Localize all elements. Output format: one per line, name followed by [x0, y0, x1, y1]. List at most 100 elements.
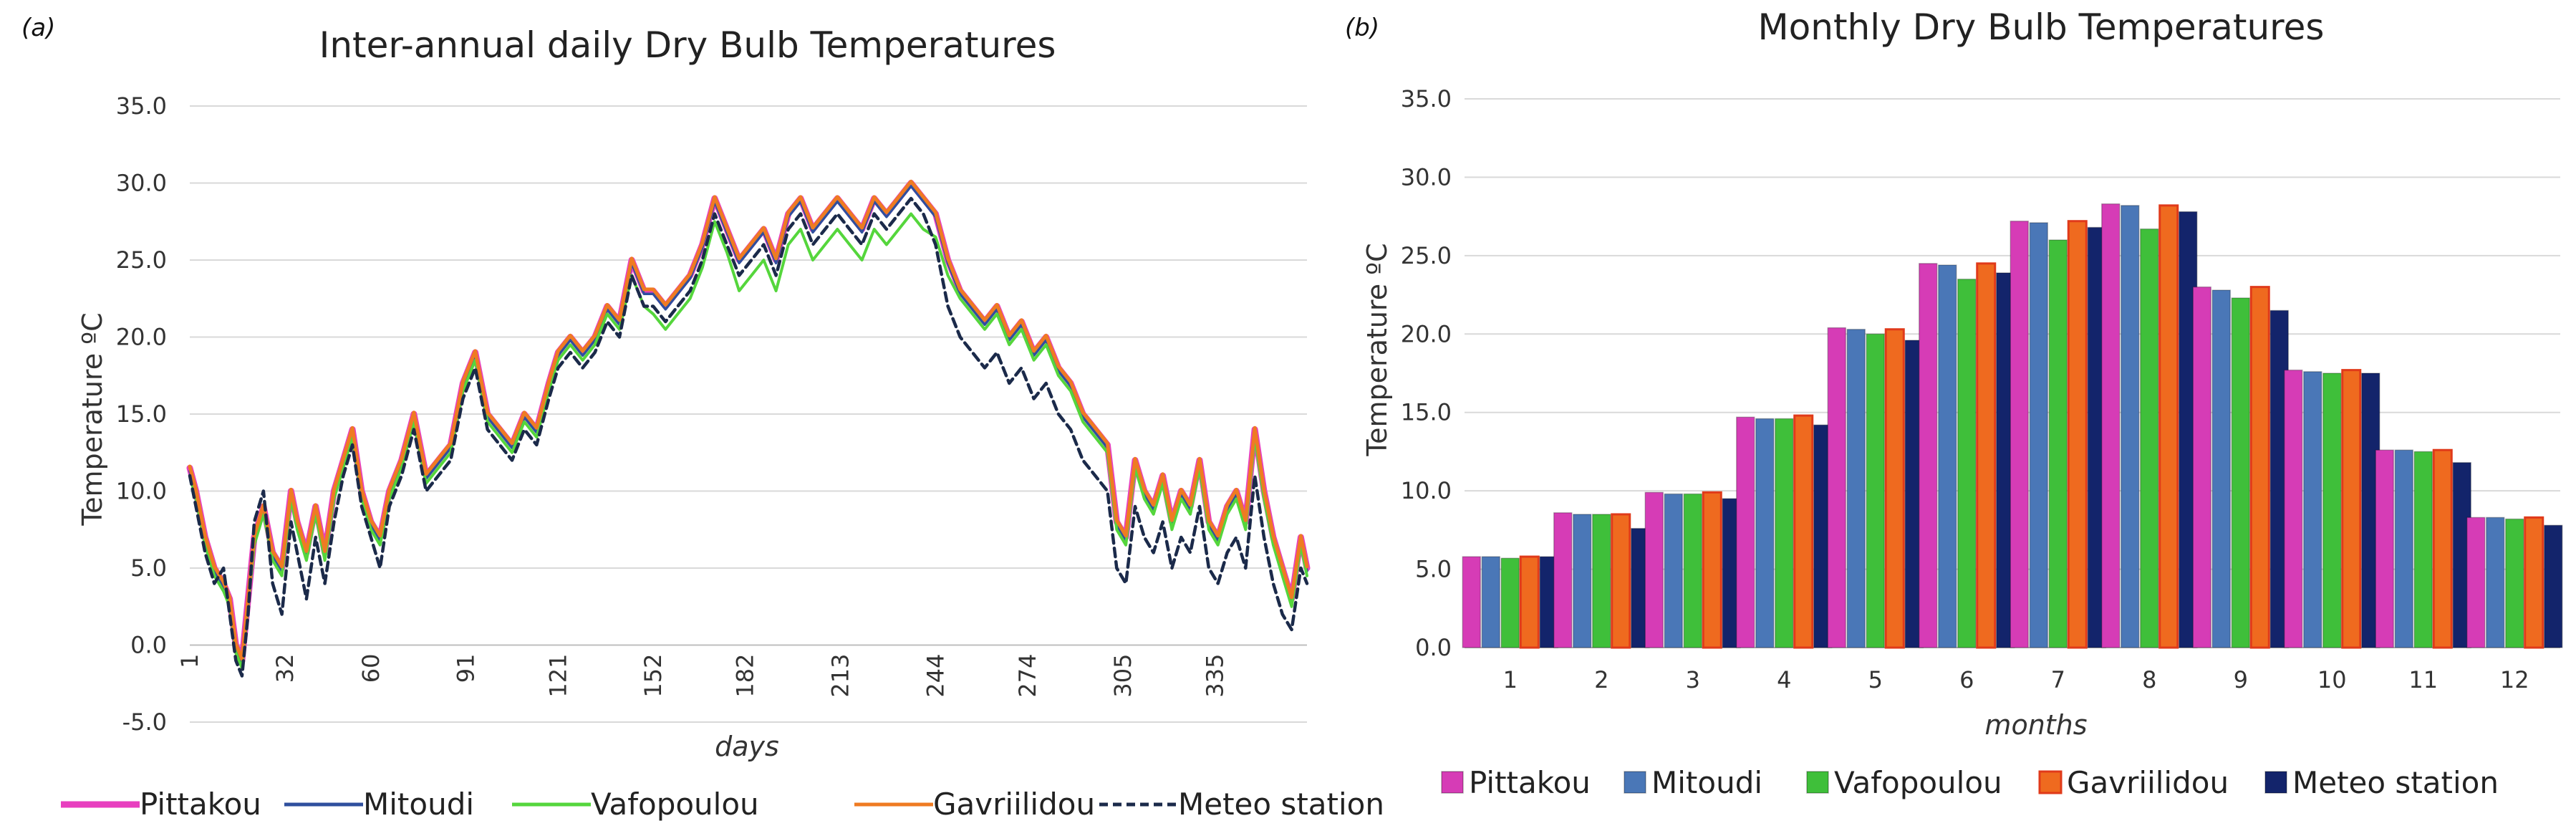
bar-pittakou-month-9 — [2192, 286, 2211, 648]
bar-pittakou-month-11 — [2375, 449, 2394, 648]
bar-vafopoulou-month-5 — [1866, 333, 1885, 648]
bar-pittakou-month-8 — [2101, 203, 2121, 648]
bar-mitoudi-month-5 — [1846, 328, 1866, 648]
bar-mitoudi-month-1 — [1481, 556, 1500, 648]
x-tick-label: 9 — [2234, 666, 2248, 693]
legend-label: Meteo station — [1178, 787, 1384, 822]
legend-item-vafopoulou: Vafopoulou — [1806, 765, 2002, 800]
x-tick-label: 7 — [2051, 666, 2065, 693]
bar-gavriilidou-month-9 — [2249, 286, 2270, 649]
legend-item-pittakou: Pittakou — [61, 787, 261, 822]
x-tick-label: 32 — [271, 654, 299, 683]
y-tick-label: 10.0 — [1401, 477, 1452, 504]
bar-gavriilidou-month-3 — [1702, 491, 1722, 649]
legend-item-mitoudi: Mitoudi — [1624, 765, 1762, 800]
panel-b-y-axis-label: Temperature ºC — [1361, 243, 1393, 456]
series-line-gavriilidou — [188, 179, 1309, 661]
bar-gavriilidou-month-12 — [2524, 516, 2544, 649]
panel-a-x-ticks: 1 32 60 91 121 152 182 213 244 274 305 335 — [176, 654, 1228, 698]
x-tick-label: 6 — [1959, 666, 1974, 693]
bar-vafopoulou-month-3 — [1683, 493, 1702, 648]
bar-pittakou-month-10 — [2284, 369, 2303, 648]
legend-label: Vafopoulou — [591, 787, 759, 822]
panel-a-tag: (a) — [21, 14, 55, 42]
series-line-pittakou — [186, 180, 1311, 664]
x-tick-label: 305 — [1109, 654, 1137, 698]
x-tick-label: 2 — [1594, 666, 1608, 693]
x-tick-label: 10 — [2317, 666, 2347, 693]
legend-swatch — [2264, 771, 2287, 794]
legend-item-gavriilidou: Gavriilidou — [854, 787, 1095, 822]
x-tick-label: 335 — [1201, 654, 1228, 698]
panel-a-line-chart: (a) Inter-annual daily Dry Bulb Temperat… — [21, 14, 1384, 822]
x-tick-label: 60 — [357, 654, 385, 683]
x-tick-label: 274 — [1014, 654, 1041, 698]
bar-mitoudi-month-6 — [1938, 264, 1957, 648]
bar-vafopoulou-month-8 — [2140, 228, 2159, 648]
x-tick-label: 121 — [544, 654, 571, 698]
bar-vafopoulou-month-2 — [1592, 514, 1611, 648]
bar-gavriilidou-month-4 — [1793, 414, 1814, 649]
x-tick-label: 152 — [640, 654, 667, 698]
legend-item-pittakou: Pittakou — [1441, 765, 1591, 800]
bar-vafopoulou-month-4 — [1775, 418, 1794, 648]
panel-a-legend: Pittakou Mitoudi Vafopoulou Gavriilidou Mete… — [61, 787, 1384, 822]
bar-gavriilidou-month-2 — [1611, 513, 1631, 649]
panel-a-y-ticks: -5.0 0.0 5.0 10.0 15.0 20.0 25.0 30.0 35.0 — [116, 92, 167, 736]
bar-pittakou-month-2 — [1553, 512, 1573, 648]
legend-item-vafopoulou: Vafopoulou — [512, 787, 759, 822]
legend-swatch — [2038, 770, 2063, 794]
legend-swatch — [1624, 771, 1646, 794]
panel-b-x-axis-label: months — [1984, 709, 2087, 741]
bar-mitoudi-month-2 — [1573, 514, 1592, 648]
bar-vafopoulou-month-9 — [2231, 297, 2250, 648]
x-tick-label: 12 — [2500, 666, 2529, 693]
bar-vafopoulou-month-6 — [1957, 278, 1977, 648]
bar-mitoudi-month-11 — [2394, 449, 2413, 648]
panel-b-title: Monthly Dry Bulb Temperatures — [1758, 6, 2325, 48]
legend-item-gavriilidou: Gavriilidou — [2038, 765, 2229, 800]
y-tick-label: 0.0 — [130, 632, 167, 659]
panel-a-title: Inter-annual daily Dry Bulb Temperatures — [319, 24, 1056, 66]
bar-meteo-station-month-12 — [2544, 524, 2563, 648]
bar-pittakou-month-3 — [1644, 491, 1664, 648]
bar-pittakou-month-7 — [2010, 220, 2029, 648]
y-tick-label: -5.0 — [122, 708, 167, 736]
legend-label: Gavriilidou — [2067, 765, 2229, 800]
x-tick-label: 1 — [1503, 666, 1518, 693]
x-tick-label: 182 — [732, 654, 759, 698]
legend-label: Mitoudi — [1651, 765, 1762, 800]
bar-pittakou-month-6 — [1919, 263, 1938, 648]
panel-b-tag: (b) — [1345, 14, 1379, 42]
bar-mitoudi-month-12 — [2486, 517, 2505, 648]
bar-vafopoulou-month-12 — [2505, 518, 2524, 648]
y-tick-label: 20.0 — [116, 324, 167, 351]
legend-label: Mitoudi — [363, 787, 474, 822]
y-tick-label: 30.0 — [116, 170, 167, 197]
bar-mitoudi-month-8 — [2121, 205, 2140, 648]
bar-gavriilidou-month-6 — [1976, 262, 1997, 649]
x-tick-label: 91 — [453, 654, 480, 683]
y-tick-label: 35.0 — [116, 92, 167, 120]
panel-b-x-ticks: 1 2 3 4 5 6 7 8 9 10 11 12 — [1503, 666, 2529, 693]
panel-b-y-ticks: 0.0 5.0 10.0 15.0 20.0 25.0 30.0 35.0 — [1401, 85, 1452, 661]
panel-a-y-axis-label: Temperature ºC — [77, 312, 108, 526]
legend-swatch — [1441, 771, 1464, 794]
bar-mitoudi-month-7 — [2029, 222, 2048, 648]
legend-item-meteo-station: Meteo station — [2264, 765, 2499, 800]
x-tick-label: 4 — [1777, 666, 1791, 693]
x-tick-label: 3 — [1686, 666, 1700, 693]
x-tick-label: 8 — [2142, 666, 2156, 693]
bar-mitoudi-month-9 — [2211, 289, 2231, 648]
x-tick-label: 213 — [827, 654, 854, 698]
y-tick-label: 25.0 — [1401, 242, 1452, 269]
bar-gavriilidou-month-7 — [2067, 220, 2088, 649]
y-tick-label: 35.0 — [1401, 85, 1452, 112]
panel-a-x-axis-label: days — [715, 731, 779, 762]
y-tick-label: 15.0 — [1401, 399, 1452, 426]
bar-mitoudi-month-4 — [1755, 418, 1775, 648]
bar-pittakou-month-5 — [1827, 327, 1846, 648]
series-line-meteo-station — [188, 196, 1309, 678]
x-tick-label: 1 — [176, 654, 203, 668]
